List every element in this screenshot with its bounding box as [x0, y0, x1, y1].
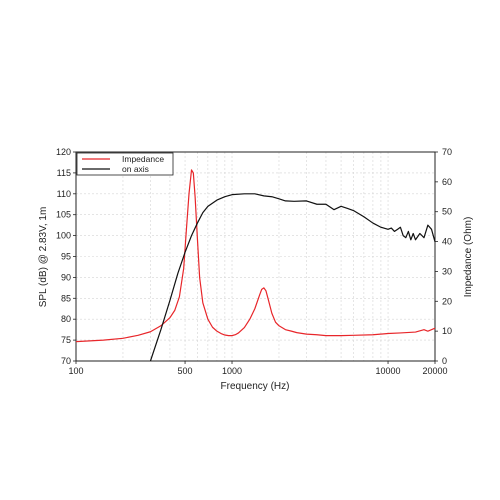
- x-tick-label: 100: [68, 366, 83, 376]
- x-tick-label: 10000: [376, 366, 401, 376]
- y-left-tick-label: 70: [61, 356, 71, 366]
- y-left-tick-label: 120: [56, 147, 71, 157]
- legend: Impedance on axis: [76, 152, 174, 176]
- y-axis-right: 0 10 20 30 40 50 60 70: [435, 147, 452, 366]
- y-right-tick-label: 40: [442, 237, 452, 247]
- y-axis-left-title: SPL (dB) @ 2.83V, 1m: [38, 207, 49, 308]
- series-line-on-axis: [149, 193, 436, 362]
- y-right-tick-label: 60: [442, 177, 452, 187]
- y-axis-left: 70 75 80 85 90 95 100 105 110 115 120: [56, 147, 76, 366]
- y-left-tick-label: 90: [61, 272, 71, 282]
- series-line-impedance: [75, 169, 436, 343]
- x-tick-label: 20000: [422, 366, 447, 376]
- y-left-tick-label: 105: [56, 210, 71, 220]
- legend-label-impedance: Impedance: [122, 154, 164, 164]
- y-axis-right-title: Impedance (Ohm): [463, 217, 474, 298]
- y-left-tick-label: 110: [57, 189, 71, 199]
- y-left-tick-label: 95: [61, 252, 71, 262]
- y-left-tick-label: 80: [61, 314, 71, 324]
- x-axis: 100 500 1000 10000 20000: [68, 361, 448, 376]
- legend-label-on-axis: on axis: [122, 164, 149, 174]
- y-right-tick-label: 50: [442, 207, 452, 217]
- series-layer: [75, 169, 436, 362]
- grid: [76, 152, 435, 361]
- y-left-tick-label: 85: [61, 293, 71, 303]
- y-right-tick-label: 0: [442, 356, 447, 366]
- x-tick-label: 1000: [222, 366, 242, 376]
- y-left-tick-label: 75: [61, 335, 71, 345]
- y-right-tick-label: 20: [442, 296, 452, 306]
- y-right-tick-label: 30: [442, 266, 452, 276]
- y-right-tick-label: 10: [442, 326, 452, 336]
- y-left-tick-label: 115: [57, 168, 71, 178]
- y-left-tick-label: 100: [56, 231, 71, 241]
- x-tick-label: 500: [178, 366, 193, 376]
- y-right-tick-label: 70: [442, 147, 452, 157]
- x-axis-title: Frequency (Hz): [221, 381, 290, 392]
